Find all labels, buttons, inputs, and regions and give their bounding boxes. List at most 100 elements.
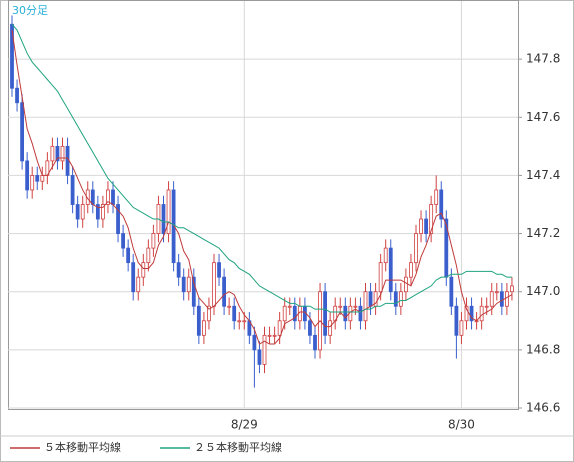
candle-body: [85, 189, 90, 205]
plot-area: [8, 0, 519, 410]
candle-body: [353, 305, 358, 308]
candle-body: [257, 349, 262, 365]
chart-title: 30分足: [12, 4, 48, 17]
candle-body: [434, 189, 439, 205]
candle-body: [10, 23, 14, 89]
candle-body: [262, 334, 267, 365]
candle-body: [207, 305, 211, 322]
candle-body: [141, 262, 146, 278]
x-tick-label: 8/29: [231, 418, 258, 432]
candle-body: [227, 305, 232, 308]
candle-body: [368, 291, 373, 307]
candle-body: [176, 262, 181, 278]
x-tick-label: 8/30: [448, 418, 475, 432]
candle-body: [191, 276, 196, 307]
candle-body: [80, 204, 85, 220]
candle-body: [217, 262, 221, 278]
candle-body: [55, 145, 60, 162]
candle-body: [424, 218, 429, 234]
ma-line: [11, 29, 513, 345]
candle-body: [196, 305, 201, 336]
candle-body: [35, 175, 40, 182]
candle-body: [464, 305, 469, 322]
candle-body: [75, 204, 80, 220]
y-tick-label: 147.8: [526, 52, 560, 66]
candle-body: [161, 204, 166, 234]
candle-body: [267, 334, 272, 337]
candle-body: [484, 305, 489, 308]
candle-body: [459, 320, 464, 336]
candle-body: [232, 305, 237, 322]
candle-body: [449, 276, 454, 307]
candle-body: [20, 102, 25, 162]
candle-body: [166, 189, 171, 234]
candle-body: [272, 334, 277, 337]
candle-body: [242, 320, 247, 323]
candle-body: [398, 291, 403, 307]
candle-body: [469, 305, 474, 322]
candle-body: [40, 175, 45, 182]
candle-body: [186, 276, 191, 293]
candle-body: [338, 305, 343, 308]
candle-body: [282, 305, 287, 322]
candle-body: [363, 291, 368, 322]
candle-body: [403, 276, 408, 293]
candle-body: [237, 320, 242, 323]
candle-body: [414, 233, 418, 264]
candle-body: [287, 305, 292, 308]
candle-body: [358, 305, 363, 322]
ma-line: [11, 23, 512, 313]
candle-body: [252, 334, 257, 351]
candle-body: [111, 189, 115, 205]
candle-body: [419, 218, 423, 234]
candle-body: [212, 262, 216, 307]
candle-body: [116, 204, 120, 234]
candle-body: [181, 276, 186, 293]
candle-body: [409, 262, 413, 278]
candle-body: [439, 189, 444, 220]
candle-body: [90, 189, 95, 205]
candle-body: [15, 87, 19, 104]
candle-body: [50, 145, 55, 162]
candle-body: [429, 204, 434, 234]
candle-body: [393, 291, 398, 307]
y-tick-label: 147.4: [526, 168, 560, 182]
y-tick-label: 147.6: [526, 110, 560, 124]
candle-body: [171, 189, 176, 264]
candle-body: [383, 247, 388, 264]
candle-body: [454, 305, 459, 336]
candle-body: [136, 276, 141, 293]
y-tick-label: 147.2: [526, 226, 560, 240]
candle-body: [378, 262, 383, 293]
candle-body: [328, 320, 333, 336]
candle-body: [101, 204, 105, 220]
candle-body: [489, 291, 494, 307]
candle-body: [65, 145, 70, 176]
candle-body: [479, 305, 484, 322]
legend-label: ５本移動平均線: [44, 440, 121, 454]
candle-body: [131, 262, 136, 293]
candle-body: [151, 233, 156, 249]
candle-body: [222, 276, 227, 307]
candle-body: [510, 285, 514, 293]
candle-body: [95, 204, 100, 220]
candle-body: [70, 175, 75, 205]
candle-body: [25, 160, 30, 191]
candle-body: [30, 175, 35, 191]
candle-body: [60, 145, 65, 162]
candle-body: [504, 291, 509, 307]
candle-body: [126, 247, 131, 264]
candle-body: [313, 334, 317, 351]
candle-body: [343, 305, 348, 322]
candle-body: [106, 189, 110, 205]
candle-body: [292, 305, 297, 322]
candle-body: [201, 320, 206, 336]
y-tick-label: 146.6: [526, 401, 560, 415]
legend-label: ２５本移動平均線: [194, 440, 282, 454]
candle-body: [494, 291, 499, 294]
candle-body: [323, 291, 328, 336]
candle-body: [277, 320, 282, 336]
candle-body: [121, 233, 125, 249]
